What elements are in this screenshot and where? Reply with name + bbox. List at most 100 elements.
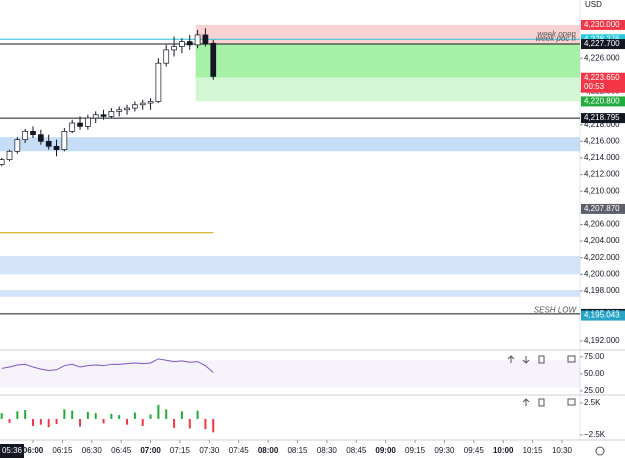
volume-bar: [149, 414, 152, 419]
price-badge-label: 4,223.650: [584, 73, 620, 82]
volume-bar: [63, 409, 66, 419]
volume-bar: [71, 410, 74, 419]
volume-bar: [32, 418, 35, 426]
price-badge: [581, 72, 625, 93]
volume-bar: [102, 418, 105, 424]
move-up[interactable]: [522, 398, 530, 406]
pane-buttons[interactable]: [507, 355, 605, 456]
volume-bar: [94, 413, 97, 419]
settings[interactable]: [595, 446, 605, 456]
y-tick-label: 2.5K: [584, 398, 601, 407]
x-tick-label: 09:00: [375, 446, 396, 455]
candle-body: [139, 102, 146, 106]
candle-body: [30, 131, 36, 136]
candle-body: [194, 34, 201, 46]
y-tick-label: 25.00: [584, 386, 605, 395]
price-badge: [581, 203, 625, 214]
candle-body: [132, 104, 138, 109]
y-tick-label: 4,216.000: [584, 136, 620, 145]
maximize[interactable]: [567, 355, 576, 363]
y-tick-label: 4,192.000: [584, 336, 620, 345]
volume-bar: [16, 411, 19, 419]
y-tick-label: 4,218.000: [584, 120, 620, 129]
candle-body: [77, 122, 83, 127]
y-tick-label: 4,210.000: [584, 186, 620, 195]
volume-bar: [0, 413, 3, 419]
volume-bar: [173, 418, 176, 428]
candle-body: [171, 46, 177, 51]
candle-body: [69, 122, 76, 132]
candle-body: [147, 101, 154, 104]
volume-bar: [196, 410, 199, 419]
x-tick-label: 10:15: [523, 446, 544, 455]
price-badge-label: 4,207.870: [584, 204, 620, 213]
candle-body: [92, 114, 99, 119]
candle-body: [202, 34, 209, 44]
y-tick-label: 50.00: [584, 369, 605, 378]
move-up[interactable]: [507, 355, 515, 363]
candle-body: [116, 109, 123, 112]
y-tick-label: −2.5K: [584, 430, 606, 439]
y-tick-label: 4,202.000: [584, 253, 620, 262]
candle-body: [186, 41, 193, 46]
candle-body: [124, 107, 130, 111]
candle-body: [14, 139, 21, 152]
level-text: SESH LOW: [534, 306, 578, 315]
candle-body: [45, 140, 52, 147]
x-tick-label: 07:45: [229, 446, 250, 455]
volume-bar: [212, 418, 215, 433]
volume-bar: [157, 404, 160, 419]
price-badge-label: 4,227.700: [584, 39, 620, 48]
volume-bar: [110, 413, 113, 419]
countdown: 00:53: [584, 82, 605, 91]
candle-body: [210, 42, 217, 77]
volume-bar: [126, 418, 129, 425]
candle-body: [108, 111, 115, 117]
volume-bar: [141, 418, 144, 426]
volume-bar: [188, 418, 191, 429]
candle-body: [53, 145, 60, 150]
volume-bar: [8, 418, 11, 423]
volume-bar: [133, 412, 136, 419]
price-badge: [581, 96, 625, 107]
x-tick-label: 09:45: [464, 446, 485, 455]
price-badge: [581, 113, 625, 124]
volume-bar: [55, 418, 58, 425]
x-tick-label: 06:45: [111, 446, 132, 455]
x-tick-label: 10:30: [552, 446, 573, 455]
price-badge-label: 4,195.043: [584, 311, 620, 320]
cursor-time: 05:36: [2, 446, 23, 455]
volume-bar: [118, 415, 121, 419]
y-tick-label: 4,214.000: [584, 153, 620, 162]
y-tick-label: 4,204.000: [584, 236, 620, 245]
volume-bar: [47, 418, 50, 428]
candle-body: [0, 159, 5, 165]
price-badge: [581, 39, 625, 50]
move-down[interactable]: [522, 356, 530, 364]
candle-body: [37, 134, 44, 142]
volume-bar: [86, 411, 89, 419]
candle-body: [100, 114, 107, 117]
x-tick-label: 06:00: [23, 446, 44, 455]
level-text: week poc h: [536, 34, 577, 43]
price-badge: [581, 310, 625, 321]
maximize[interactable]: [567, 398, 576, 406]
y-tick-label: 4,200.000: [584, 269, 620, 278]
level-text: week open: [537, 29, 576, 38]
x-tick-label: 09:30: [434, 446, 455, 455]
x-tick-label: 09:15: [405, 446, 426, 455]
x-tick-label: 08:30: [317, 446, 338, 455]
price-badge-label: 4,230.000: [584, 20, 620, 29]
volume-bar: [79, 418, 82, 427]
currency[interactable]: USD: [585, 0, 602, 9]
zone: [195, 24, 580, 45]
zone: [0, 256, 580, 275]
y-tick-label: 4,226.000: [584, 53, 620, 62]
volume-bar: [39, 418, 42, 425]
volume-bar: [24, 410, 27, 419]
x-tick-label: 08:15: [287, 446, 308, 455]
delete[interactable]: [538, 355, 545, 364]
y-tick-label: 75.00: [584, 352, 605, 361]
delete[interactable]: [538, 398, 545, 407]
